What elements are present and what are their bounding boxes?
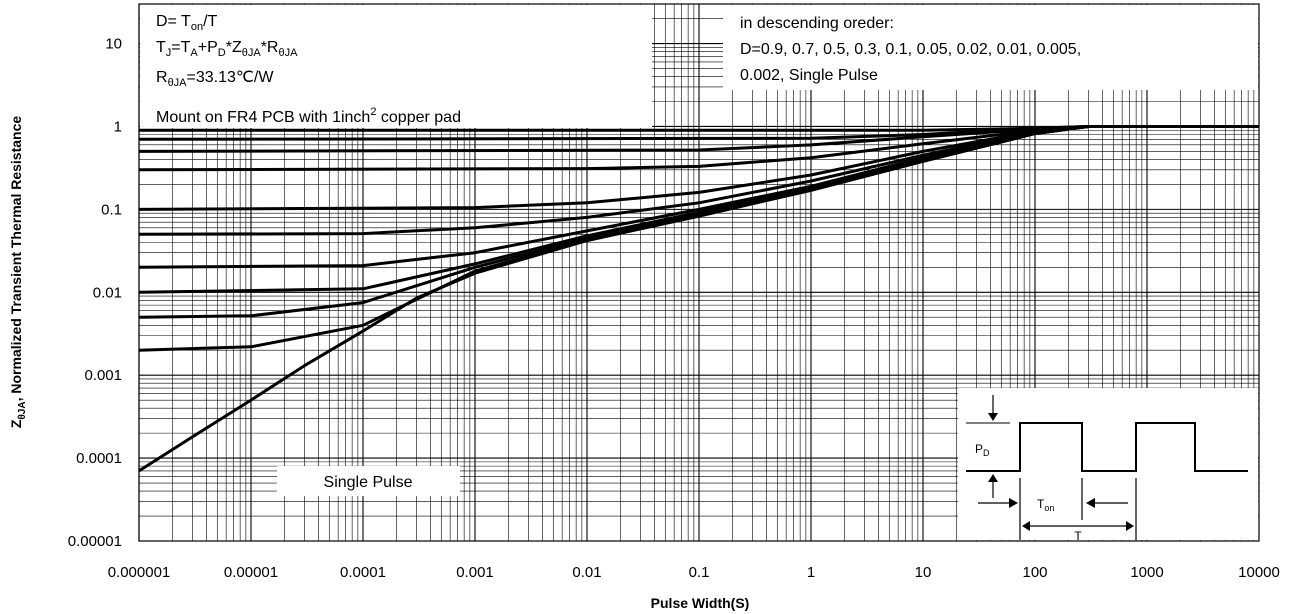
x-tick-label: 0.01 (572, 564, 601, 581)
y-tick-labels: 0.00001 0.0001 0.001 0.01 0.1 1 10 (68, 36, 122, 550)
note-thermal-resistance: RθJA=33.13℃/W (156, 69, 274, 89)
single-pulse-box (277, 466, 460, 496)
notes-box (140, 5, 652, 128)
note-duty-cycle: D= Ton/T (156, 13, 218, 33)
y-tick-label: 10 (105, 36, 122, 53)
plot-frame (138, 3, 1260, 542)
legend-line-1: in descending oreder: (740, 15, 894, 32)
x-tick-label: 1 (807, 564, 815, 581)
legend-line-2: D=0.9, 0.7, 0.5, 0.3, 0.1, 0.05, 0.02, 0… (740, 41, 1081, 58)
ton-arrow-left-head (1009, 498, 1018, 508)
series-group (138, 125, 1259, 473)
y-tick-label: 0.0001 (76, 450, 122, 467)
y-tick-label: 0.01 (93, 284, 122, 301)
x-tick-label: 10 (915, 564, 932, 581)
x-tick-label: 0.1 (689, 564, 710, 581)
arrow-down-head (988, 413, 998, 421)
y-tick-label: 0.1 (101, 201, 122, 218)
x-axis-title: Pulse Width(S) (651, 595, 750, 611)
y-tick-label: 0.001 (84, 367, 122, 384)
x-tick-label: 100 (1022, 564, 1047, 581)
note-formula: TJ=TA+PD*ZθJA*RθJA (156, 39, 298, 59)
x-tick-label: 0.0001 (340, 564, 386, 581)
legend-box (723, 5, 1258, 90)
arrow-up-head (988, 474, 998, 482)
x-tick-label: 0.001 (456, 564, 494, 581)
t-arrow-right-head (1126, 521, 1134, 531)
t-arrow-left-head (1022, 521, 1030, 531)
waveform-box (958, 388, 1258, 540)
x-tick-label: 10000 (1238, 564, 1280, 581)
waveform-ton-label: Ton (1037, 497, 1054, 513)
series-line-single-pulse (138, 125, 1259, 473)
y-axis-title: ZθJA, Normalized Transient Thermal Resis… (8, 116, 28, 429)
y-tick-label: 0.00001 (68, 533, 122, 550)
single-pulse-label: Single Pulse (324, 474, 413, 491)
y-tick-label: 1 (114, 118, 122, 135)
waveform-trace (966, 422, 1248, 472)
x-tick-label: 1000 (1130, 564, 1163, 581)
x-tick-label: 0.00001 (224, 564, 278, 581)
waveform-t-label: T (1074, 529, 1082, 543)
x-tick-label: 0.000001 (108, 564, 171, 581)
legend-line-3: 0.002, Single Pulse (740, 67, 878, 84)
x-tick-labels: 0.000001 0.00001 0.0001 0.001 0.01 0.1 1 10 100 1… (108, 564, 1280, 581)
waveform-pd-label: PD (975, 442, 990, 458)
pulse-waveform-diagram: PD Ton T (966, 395, 1248, 543)
note-mounting: Mount on FR4 PCB with 1inch2 copper pad (156, 106, 461, 126)
ton-arrow-right-head (1086, 498, 1095, 508)
